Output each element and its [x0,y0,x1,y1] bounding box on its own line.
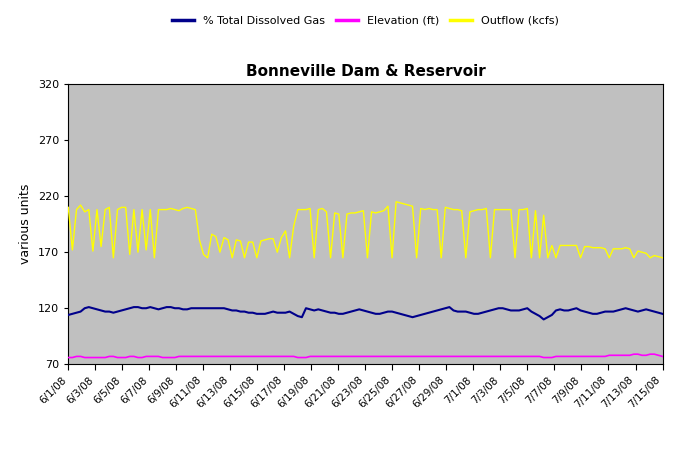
Legend: % Total Dissolved Gas, Elevation (ft), Outflow (kcfs): % Total Dissolved Gas, Elevation (ft), O… [167,11,563,30]
Title: Bonneville Dam & Reservoir: Bonneville Dam & Reservoir [245,64,486,79]
Y-axis label: various units: various units [20,184,33,264]
